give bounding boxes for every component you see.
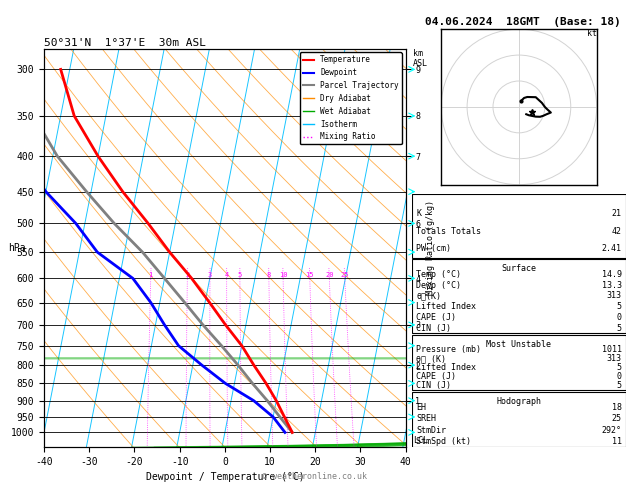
Text: PW (cm): PW (cm) — [416, 244, 451, 253]
X-axis label: Dewpoint / Temperature (°C): Dewpoint / Temperature (°C) — [145, 472, 304, 483]
Text: 5: 5 — [616, 381, 621, 390]
Text: 2: 2 — [185, 272, 189, 278]
FancyBboxPatch shape — [412, 392, 626, 447]
Text: 3: 3 — [208, 272, 212, 278]
Legend: Temperature, Dewpoint, Parcel Trajectory, Dry Adiabat, Wet Adiabat, Isotherm, Mi: Temperature, Dewpoint, Parcel Trajectory… — [299, 52, 402, 144]
Text: Lifted Index: Lifted Index — [416, 302, 476, 311]
FancyBboxPatch shape — [412, 259, 626, 333]
Text: 5: 5 — [238, 272, 242, 278]
Text: Temp (°C): Temp (°C) — [416, 270, 461, 279]
Text: 13.3: 13.3 — [601, 280, 621, 290]
Text: CIN (J): CIN (J) — [416, 324, 451, 332]
Text: 1: 1 — [148, 272, 153, 278]
FancyBboxPatch shape — [412, 335, 626, 390]
Text: 2.41: 2.41 — [601, 244, 621, 253]
Text: 25: 25 — [340, 272, 349, 278]
Y-axis label: Mixing Ratio (g/kg): Mixing Ratio (g/kg) — [426, 200, 435, 295]
Text: 8: 8 — [267, 272, 271, 278]
Text: 14.9: 14.9 — [601, 270, 621, 279]
Text: 10: 10 — [279, 272, 287, 278]
Text: StmSpd (kt): StmSpd (kt) — [416, 437, 471, 446]
Text: 5: 5 — [616, 363, 621, 372]
Text: Dewp (°C): Dewp (°C) — [416, 280, 461, 290]
Text: θᴄ(K): θᴄ(K) — [416, 291, 442, 300]
Text: 20: 20 — [325, 272, 333, 278]
Text: 1011: 1011 — [601, 345, 621, 354]
Text: 0: 0 — [616, 372, 621, 381]
Text: 292°: 292° — [601, 426, 621, 434]
Text: CIN (J): CIN (J) — [416, 381, 451, 390]
Text: 21: 21 — [611, 209, 621, 218]
Text: km
ASL: km ASL — [413, 49, 428, 68]
Text: kt: kt — [587, 29, 597, 38]
Text: 15: 15 — [306, 272, 314, 278]
Text: 313: 313 — [606, 291, 621, 300]
Text: 0: 0 — [616, 313, 621, 322]
Text: 313: 313 — [606, 354, 621, 363]
Text: hPa: hPa — [8, 243, 26, 253]
Text: 42: 42 — [611, 226, 621, 236]
Text: 4: 4 — [225, 272, 229, 278]
Text: CAPE (J): CAPE (J) — [416, 372, 456, 381]
Text: Lifted Index: Lifted Index — [416, 363, 476, 372]
Text: Pressure (mb): Pressure (mb) — [416, 345, 481, 354]
Text: Surface: Surface — [501, 264, 537, 273]
Text: Totals Totals: Totals Totals — [416, 226, 481, 236]
Text: EH: EH — [416, 403, 426, 412]
Text: 25: 25 — [611, 414, 621, 423]
Text: CAPE (J): CAPE (J) — [416, 313, 456, 322]
Text: 50°31'N  1°37'E  30m ASL: 50°31'N 1°37'E 30m ASL — [44, 38, 206, 48]
Text: 5: 5 — [616, 324, 621, 332]
Text: LCL: LCL — [413, 436, 428, 445]
Text: Most Unstable: Most Unstable — [486, 340, 552, 349]
Text: 5: 5 — [616, 302, 621, 311]
Text: Hodograph: Hodograph — [496, 397, 542, 406]
Text: θᴄ (K): θᴄ (K) — [416, 354, 446, 363]
Text: 18: 18 — [611, 403, 621, 412]
Text: 04.06.2024  18GMT  (Base: 18): 04.06.2024 18GMT (Base: 18) — [425, 17, 620, 27]
Text: StmDir: StmDir — [416, 426, 446, 434]
Text: © weatheronline.co.uk: © weatheronline.co.uk — [262, 472, 367, 481]
Text: SREH: SREH — [416, 414, 437, 423]
FancyBboxPatch shape — [412, 194, 626, 258]
Text: K: K — [416, 209, 421, 218]
Text: 11: 11 — [611, 437, 621, 446]
